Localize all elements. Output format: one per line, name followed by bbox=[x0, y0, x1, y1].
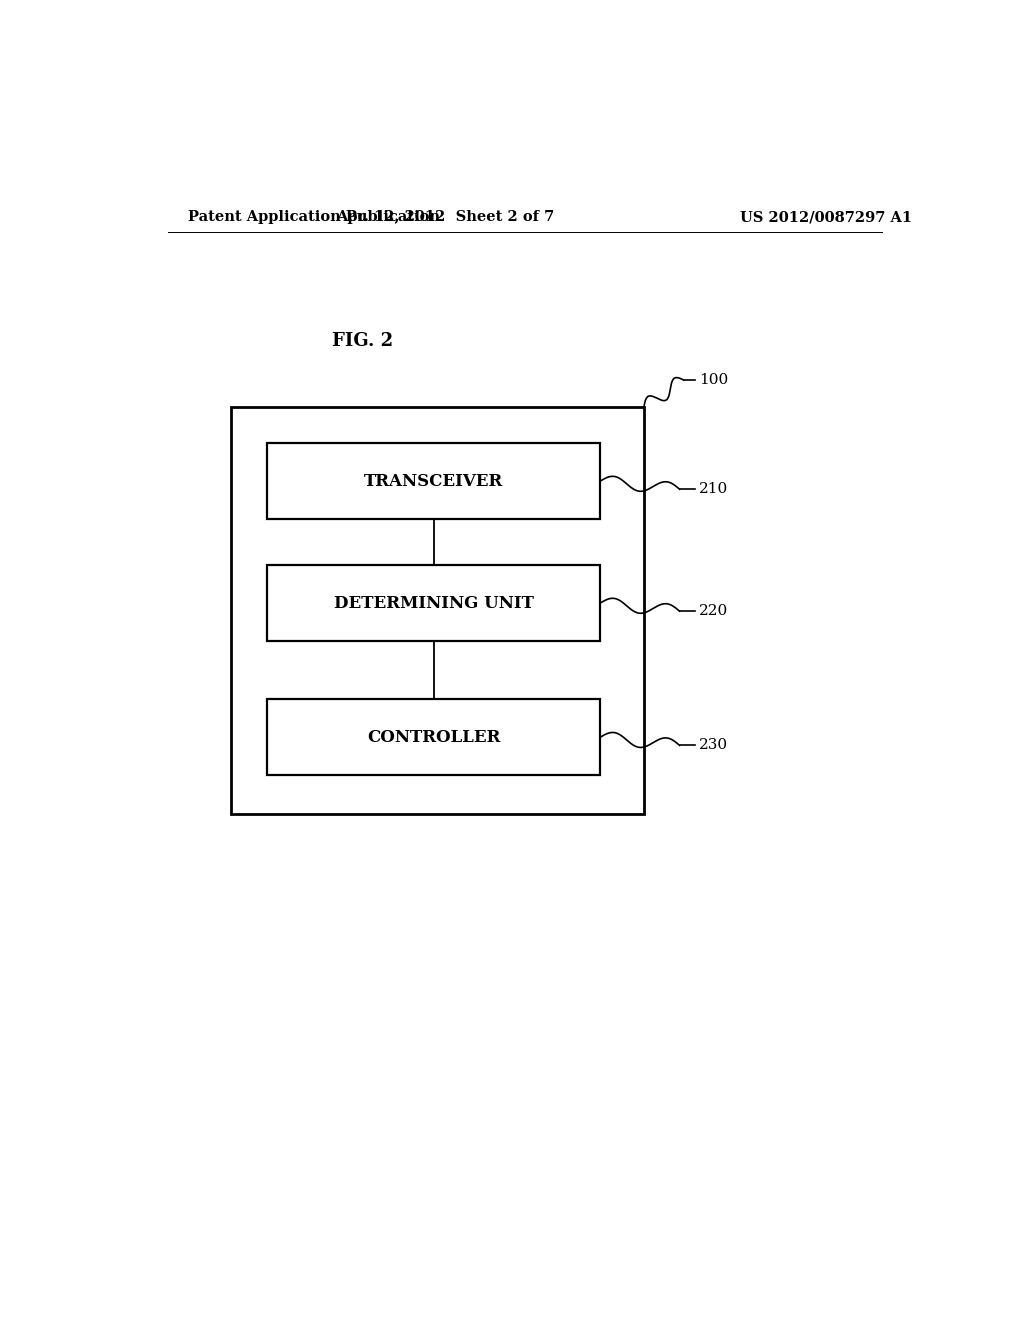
Bar bbox=[267, 700, 600, 775]
Text: 210: 210 bbox=[699, 482, 729, 496]
Text: CONTROLLER: CONTROLLER bbox=[367, 729, 500, 746]
Text: Apr. 12, 2012  Sheet 2 of 7: Apr. 12, 2012 Sheet 2 of 7 bbox=[336, 210, 555, 224]
Text: 100: 100 bbox=[699, 374, 729, 387]
Text: 230: 230 bbox=[699, 738, 728, 752]
Text: US 2012/0087297 A1: US 2012/0087297 A1 bbox=[740, 210, 912, 224]
Text: FIG. 2: FIG. 2 bbox=[332, 333, 392, 350]
Text: DETERMINING UNIT: DETERMINING UNIT bbox=[334, 594, 534, 611]
Bar bbox=[267, 565, 600, 642]
Bar bbox=[231, 408, 644, 814]
Bar bbox=[267, 444, 600, 519]
Text: Patent Application Publication: Patent Application Publication bbox=[187, 210, 439, 224]
Text: TRANSCEIVER: TRANSCEIVER bbox=[364, 473, 503, 490]
Text: 220: 220 bbox=[699, 605, 729, 618]
